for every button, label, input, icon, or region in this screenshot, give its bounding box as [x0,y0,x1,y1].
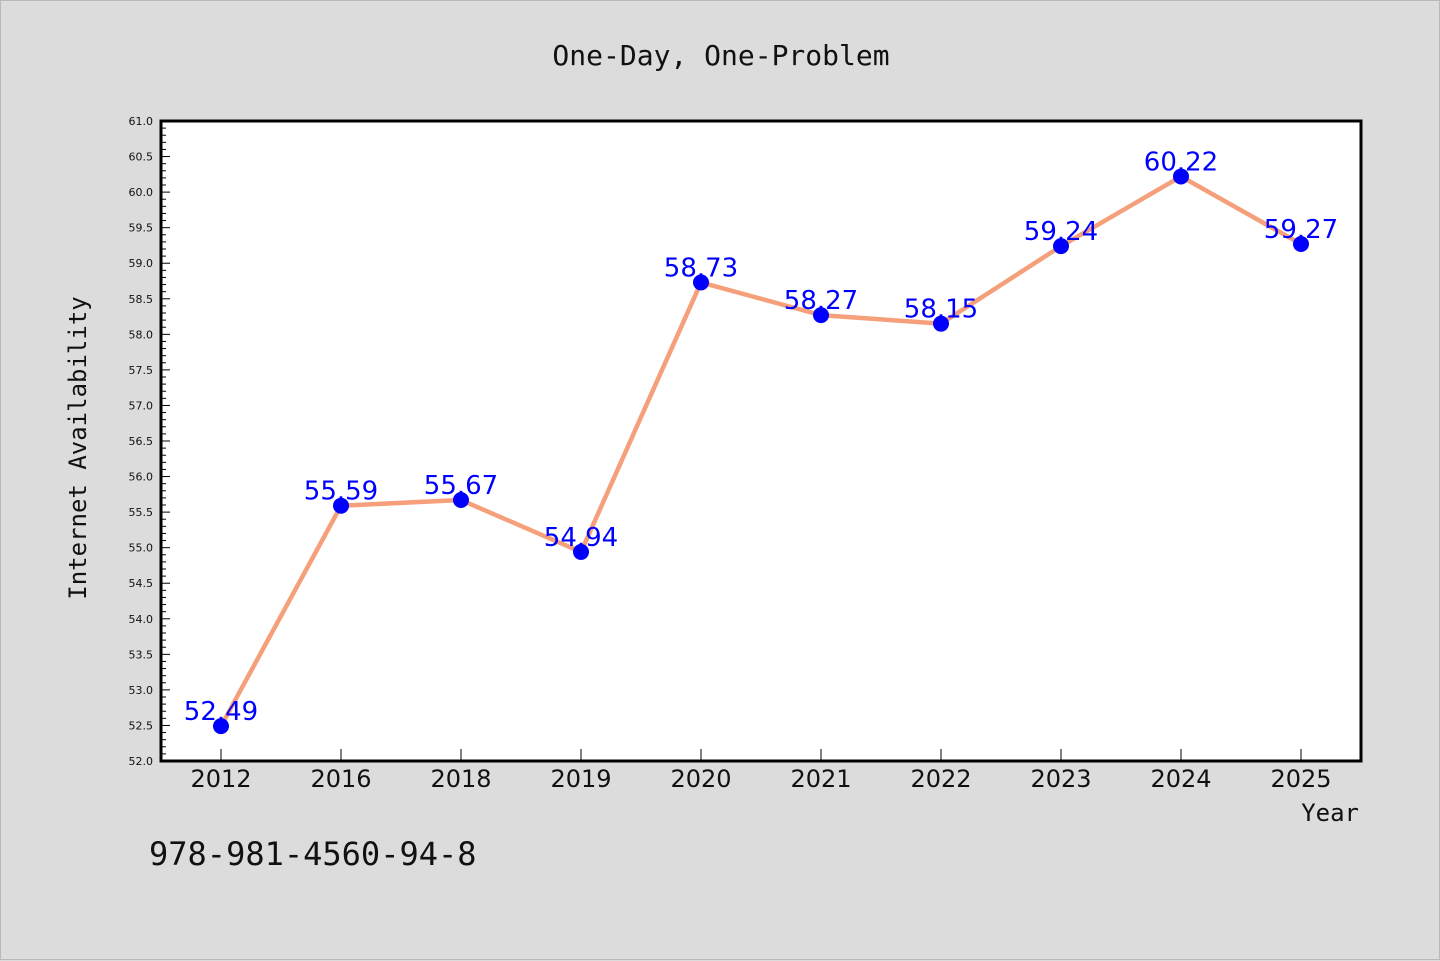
y-tick-label: 52.5 [129,719,154,732]
data-point-marker [453,492,469,509]
data-label: 59.27 [1264,215,1338,245]
y-tick-label: 55.0 [129,542,154,555]
x-tick-label: 2012 [190,765,251,793]
x-tick-label: 2024 [1150,765,1211,793]
y-tick-label: 55.5 [129,506,154,519]
data-label: 52.49 [184,697,258,727]
series-line [218,174,1304,729]
data-point-marker [1293,236,1309,253]
y-tick-label: 53.5 [129,648,154,661]
isbn-text: 978-981-4560-94-8 [149,835,477,873]
data-point-marker [1173,168,1189,185]
y-tick-label: 61.0 [129,115,154,128]
data-point-marker [333,497,349,514]
y-tick-label: 57.5 [129,364,154,377]
x-tick-label: 2021 [790,765,851,793]
x-tick-label: 2025 [1270,765,1331,793]
x-tick-label: 2019 [550,765,611,793]
data-point-marker [1053,238,1069,255]
data-label: 59.24 [1024,217,1098,247]
x-tick-label: 2020 [670,765,731,793]
y-tick-label: 56.5 [129,435,154,448]
y-tick-label: 57.0 [129,399,154,412]
y-tick-label: 58.5 [129,293,154,306]
y-tick-label: 59.5 [129,222,154,235]
y-tick-label: 59.0 [129,257,154,270]
y-tick-label: 54.5 [129,577,154,590]
data-point-marker [693,274,709,291]
data-point-marker [933,315,949,332]
y-axis-minor-ticks [161,127,166,755]
y-tick-label: 56.0 [129,471,154,484]
y-tick-label: 52.0 [129,755,154,768]
y-axis: 52.0 52.5 53.0 53.5 54.0 54.5 55.0 55.5 56.0 56.5… [129,115,170,768]
data-label: 58.15 [904,295,978,325]
x-tick-label: 2022 [910,765,971,793]
data-labels-group: 52.49 55.59 55.67 54.94 58.73 58.27 58.15 59.24… [184,147,1338,727]
data-point-marker [813,307,829,324]
data-label: 54.94 [544,523,618,553]
y-tick-label: 58.0 [129,328,154,341]
data-label: 60.22 [1144,147,1218,177]
x-tick-label: 2018 [430,765,491,793]
series-line-group [218,174,1304,729]
x-axis: 2012 2016 2018 2019 2020 2021 2022 2023 2024 2025 [190,749,1332,793]
data-label: 58.27 [784,286,858,316]
data-point-marker [573,543,589,560]
x-tick-label: 2023 [1030,765,1091,793]
y-tick-label: 53.0 [129,684,154,697]
data-point-marker [213,718,229,735]
y-axis-label: Internet Availability [64,296,92,599]
x-axis-label: Year [1301,799,1359,827]
plot-area [159,119,1363,763]
y-tick-label: 60.5 [129,151,154,164]
series-markers-group [213,168,1309,735]
data-label: 55.67 [424,471,498,501]
data-label: 55.59 [304,477,378,507]
data-label: 58.73 [664,253,738,283]
y-tick-label: 54.0 [129,613,154,626]
y-tick-label: 60.0 [129,186,154,199]
chart-title: One-Day, One-Problem [552,39,889,72]
x-tick-label: 2016 [310,765,371,793]
